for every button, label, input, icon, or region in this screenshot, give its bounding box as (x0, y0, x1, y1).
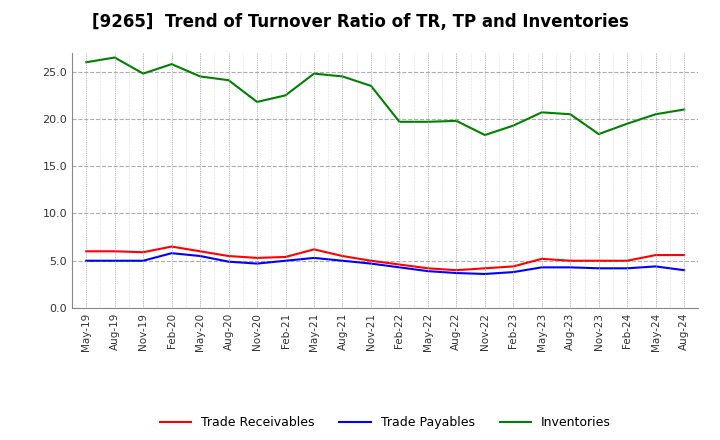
Inventories (167, 62, 176, 67)
Trade Payables (282, 258, 290, 264)
Inventories (366, 83, 375, 88)
Trade Payables (423, 268, 432, 274)
Trade Payables (366, 261, 375, 266)
Inventories (338, 74, 347, 79)
Trade Receivables (366, 258, 375, 264)
Text: [9265]  Trend of Turnover Ratio of TR, TP and Inventories: [9265] Trend of Turnover Ratio of TR, TP… (91, 13, 629, 31)
Trade Receivables (452, 268, 461, 273)
Inventories (395, 119, 404, 125)
Trade Payables (395, 265, 404, 270)
Inventories (139, 71, 148, 76)
Inventories (82, 59, 91, 65)
Inventories (537, 110, 546, 115)
Trade Payables (253, 261, 261, 266)
Trade Receivables (423, 266, 432, 271)
Inventories (423, 119, 432, 125)
Trade Payables (196, 253, 204, 259)
Trade Payables (225, 259, 233, 264)
Inventories (680, 107, 688, 112)
Inventories (310, 71, 318, 76)
Trade Receivables (196, 249, 204, 254)
Inventories (225, 77, 233, 83)
Trade Payables (680, 268, 688, 273)
Trade Receivables (509, 264, 518, 269)
Trade Receivables (566, 258, 575, 264)
Inventories (595, 132, 603, 137)
Trade Receivables (310, 247, 318, 252)
Trade Payables (652, 264, 660, 269)
Inventories (652, 112, 660, 117)
Trade Receivables (338, 253, 347, 259)
Trade Receivables (253, 255, 261, 260)
Trade Payables (595, 266, 603, 271)
Trade Receivables (652, 253, 660, 258)
Inventories (566, 112, 575, 117)
Inventories (196, 74, 204, 79)
Trade Receivables (595, 258, 603, 264)
Trade Payables (110, 258, 119, 264)
Trade Receivables (110, 249, 119, 254)
Trade Receivables (480, 266, 489, 271)
Trade Payables (139, 258, 148, 264)
Line: Trade Payables: Trade Payables (86, 253, 684, 274)
Inventories (480, 132, 489, 138)
Trade Payables (338, 258, 347, 264)
Trade Payables (509, 269, 518, 275)
Inventories (282, 93, 290, 98)
Trade Receivables (225, 253, 233, 259)
Inventories (623, 121, 631, 126)
Trade Receivables (139, 249, 148, 255)
Line: Trade Receivables: Trade Receivables (86, 246, 684, 270)
Trade Payables (82, 258, 91, 264)
Trade Receivables (395, 262, 404, 267)
Inventories (509, 123, 518, 128)
Trade Receivables (82, 249, 91, 254)
Legend: Trade Receivables, Trade Payables, Inventories: Trade Receivables, Trade Payables, Inven… (155, 411, 616, 434)
Trade Payables (167, 250, 176, 256)
Trade Payables (537, 265, 546, 270)
Trade Receivables (167, 244, 176, 249)
Inventories (452, 118, 461, 124)
Trade Receivables (680, 253, 688, 258)
Trade Receivables (282, 254, 290, 260)
Trade Payables (452, 271, 461, 276)
Trade Payables (566, 265, 575, 270)
Inventories (253, 99, 261, 105)
Inventories (110, 55, 119, 60)
Trade Payables (310, 255, 318, 260)
Trade Receivables (623, 258, 631, 264)
Trade Payables (623, 266, 631, 271)
Trade Payables (480, 271, 489, 277)
Trade Receivables (537, 256, 546, 261)
Line: Inventories: Inventories (86, 58, 684, 135)
